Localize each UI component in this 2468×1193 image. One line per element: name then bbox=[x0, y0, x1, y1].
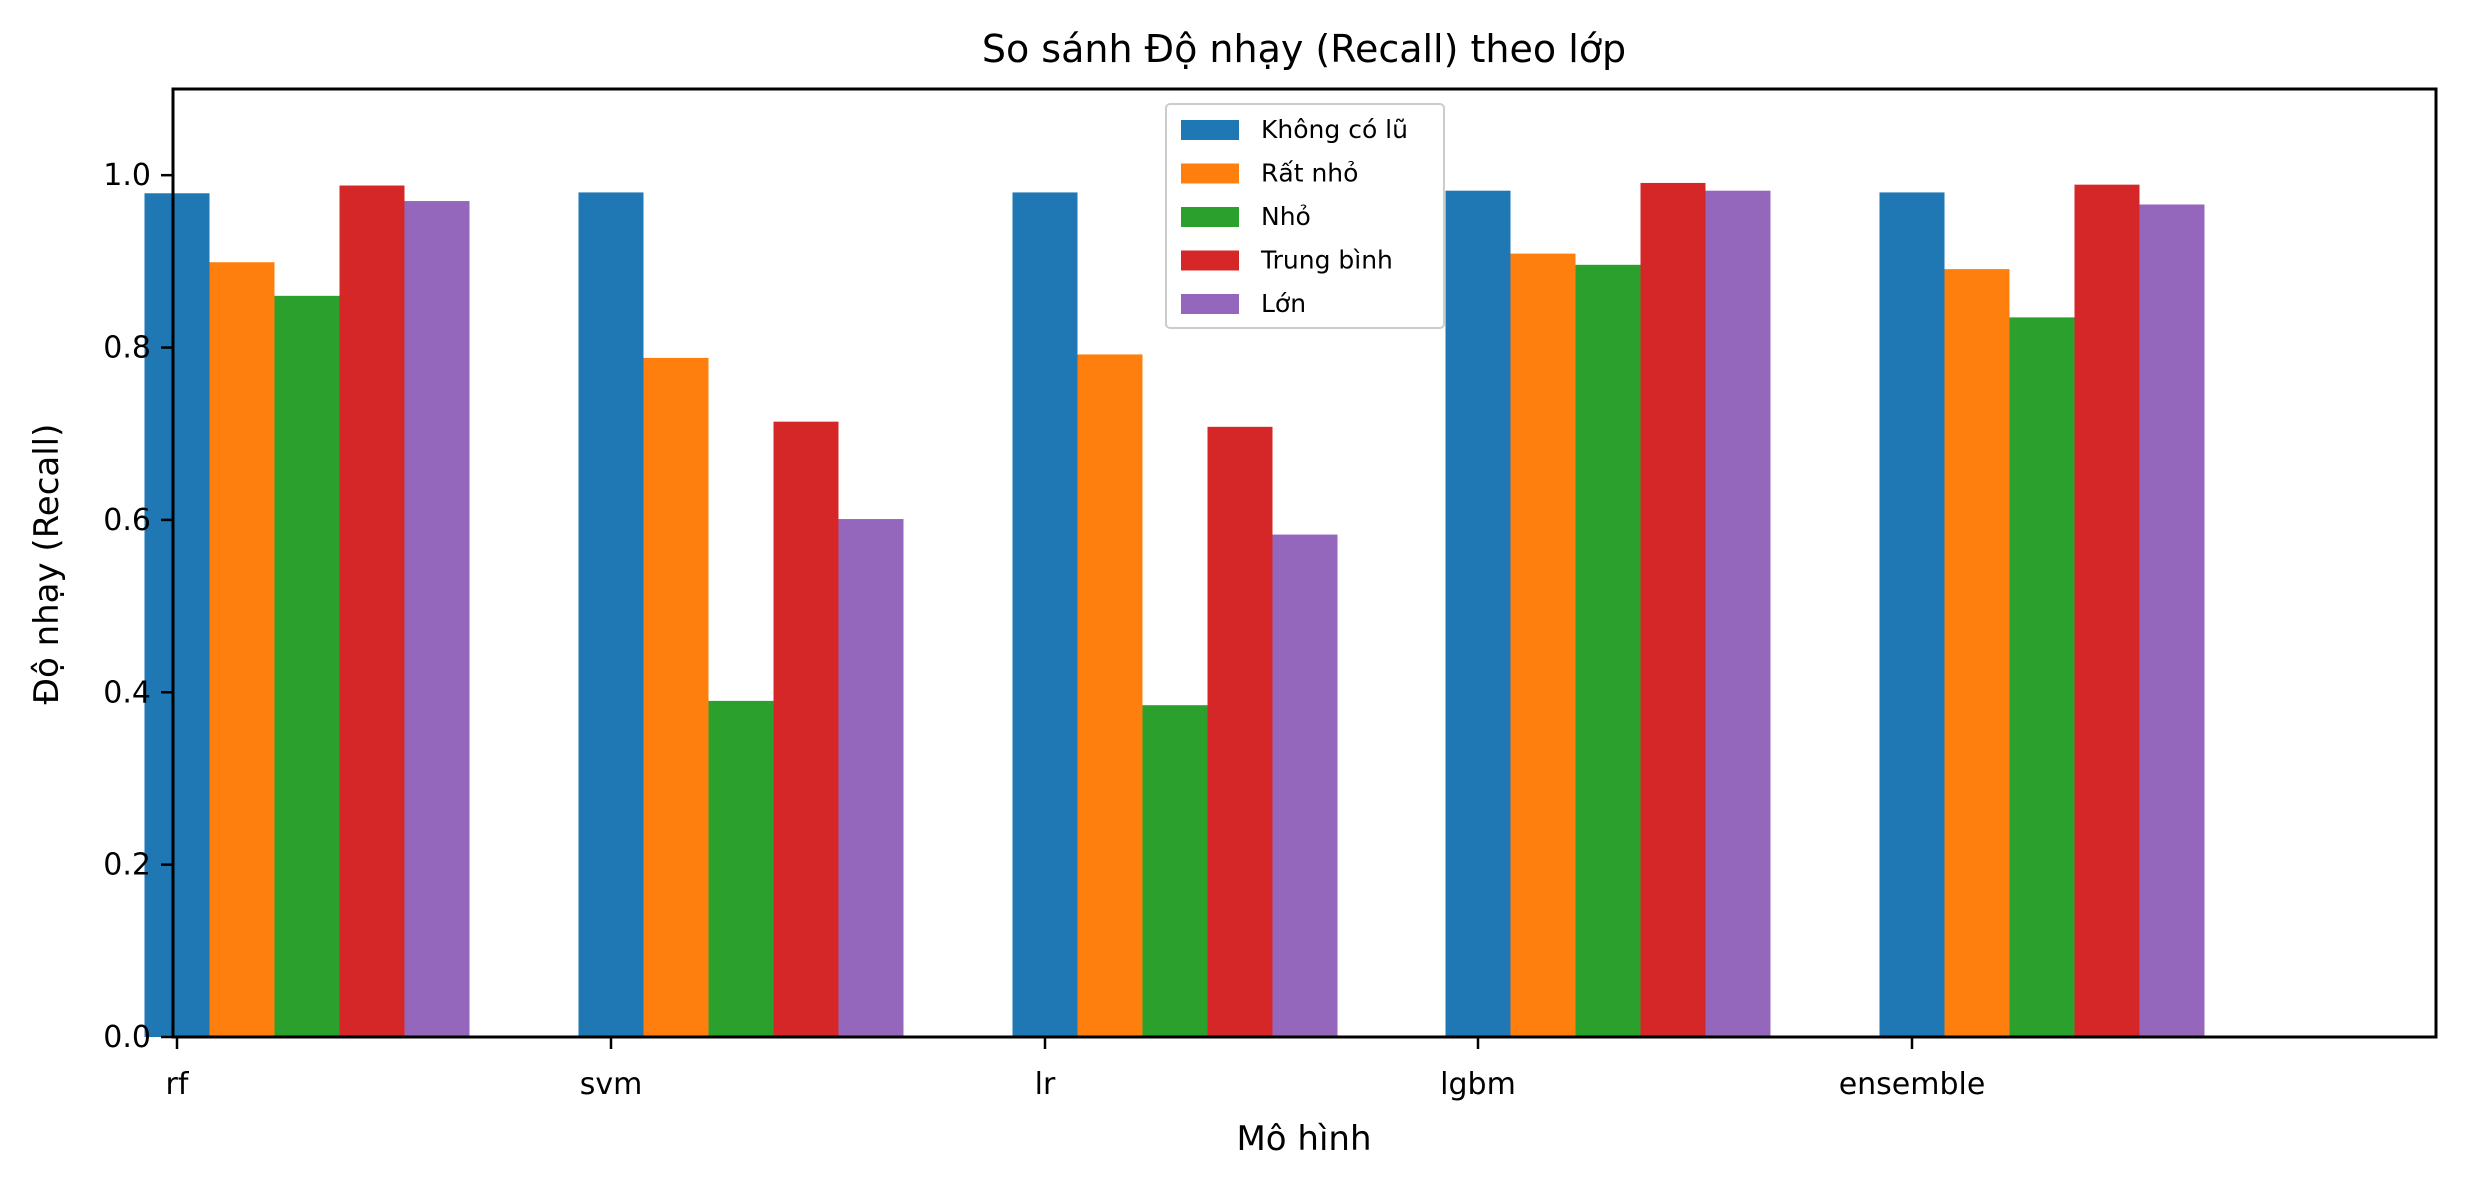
bar-lr-series-1 bbox=[1012, 192, 1078, 1038]
x-tick-label-lgbm: lgbm bbox=[1440, 1067, 1516, 1102]
x-tick-label-rf: rf bbox=[166, 1067, 190, 1102]
bar-lr-series-2 bbox=[1077, 354, 1143, 1037]
y-tick-label: 0.0 bbox=[103, 1020, 151, 1055]
bars-layer bbox=[144, 182, 2205, 1038]
legend-swatch bbox=[1181, 250, 1239, 271]
legend-label: Rất nhỏ bbox=[1261, 159, 1358, 188]
bar-svm-series-5 bbox=[838, 519, 904, 1037]
bar-ensemble-series-2 bbox=[1944, 269, 2010, 1037]
legend-label: Trung bình bbox=[1260, 246, 1393, 275]
y-axis-label: Độ nhạy (Recall) bbox=[27, 424, 67, 705]
legend-label: Không có lũ bbox=[1261, 115, 1408, 144]
y-tick-label: 0.2 bbox=[103, 848, 151, 883]
bar-svm-series-4 bbox=[773, 421, 839, 1037]
bar-ensemble-series-5 bbox=[2139, 204, 2205, 1038]
bar-rf-series-4 bbox=[339, 185, 405, 1037]
bar-lr-series-4 bbox=[1207, 426, 1273, 1038]
bar-lgbm-series-1 bbox=[1445, 190, 1511, 1037]
bar-lgbm-series-2 bbox=[1510, 253, 1576, 1038]
bar-rf-series-3 bbox=[274, 295, 340, 1038]
bar-lgbm-series-4 bbox=[1640, 182, 1706, 1037]
y-tick-label: 1.0 bbox=[103, 158, 151, 193]
bar-svm-series-2 bbox=[643, 357, 709, 1037]
bar-lr-series-3 bbox=[1142, 705, 1208, 1037]
legend-box bbox=[1165, 103, 1445, 329]
legend-swatch bbox=[1181, 207, 1239, 227]
bar-svm-series-3 bbox=[708, 700, 774, 1037]
x-tick-label-ensemble: ensemble bbox=[1839, 1067, 1986, 1102]
bar-rf-series-5 bbox=[404, 201, 470, 1038]
legend-label: Lớn bbox=[1261, 289, 1306, 318]
chart-title: So sánh Độ nhạy (Recall) theo lớp bbox=[982, 27, 1626, 71]
bar-lr-series-5 bbox=[1272, 534, 1338, 1037]
bar-rf-series-1 bbox=[144, 193, 210, 1037]
bar-ensemble-series-1 bbox=[1879, 192, 1945, 1038]
legend-label: Nhỏ bbox=[1261, 202, 1311, 231]
y-tick-label: 0.4 bbox=[103, 675, 151, 710]
bar-lgbm-series-5 bbox=[1705, 190, 1771, 1037]
y-tick-label: 0.6 bbox=[103, 503, 151, 538]
plot-frame bbox=[171, 87, 2438, 1039]
bar-ensemble-series-4 bbox=[2074, 184, 2140, 1037]
axes-layer: 0.0 0.2 0.4 0.6 0.8 1.0 rf svm lr lgbm ensemble bbox=[103, 87, 2438, 1102]
legend: Không có lũ Rất nhỏ Nhỏ Trung bình Lớn bbox=[1165, 103, 1445, 329]
legend-swatch bbox=[1181, 163, 1239, 184]
y-tick-label: 0.8 bbox=[103, 331, 151, 366]
x-axis-label: Mô hình bbox=[1236, 1119, 1371, 1159]
x-tick-label-lr: lr bbox=[1035, 1067, 1056, 1102]
legend-swatch bbox=[1181, 294, 1239, 314]
bar-ensemble-series-3 bbox=[2009, 317, 2075, 1037]
legend-swatch bbox=[1181, 120, 1239, 140]
bar-rf-series-2 bbox=[209, 262, 275, 1038]
x-tick-label-svm: svm bbox=[580, 1067, 643, 1102]
bar-svm-series-1 bbox=[578, 192, 644, 1038]
bar-lgbm-series-3 bbox=[1575, 264, 1641, 1037]
